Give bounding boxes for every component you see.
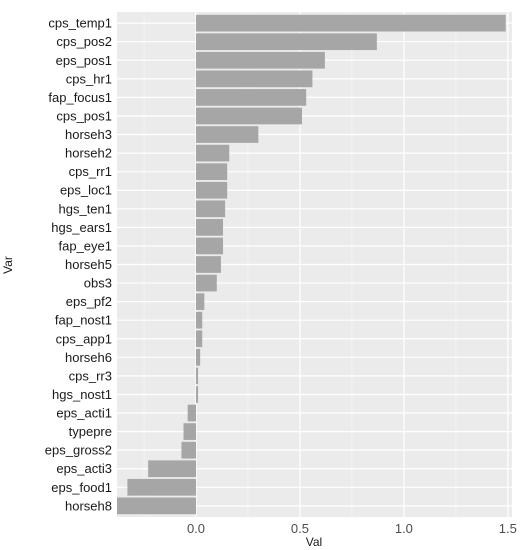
y-tick-label: horseh2 — [65, 146, 112, 161]
y-tick-label: typepre — [69, 424, 112, 439]
bar-eps-loc1 — [196, 181, 228, 199]
bar-hgs-ten1 — [196, 200, 226, 218]
y-tick-label: cps_pos2 — [56, 34, 112, 49]
x-tick-labels: 0.0 0.5 1.0 1.5 — [187, 521, 517, 536]
y-tick-label: fap_nost1 — [55, 313, 112, 328]
bar-fap-focus1 — [196, 89, 307, 106]
y-tick-label: horseh5 — [65, 257, 112, 272]
x-axis-title: Val — [306, 535, 322, 549]
y-tick-label: fap_focus1 — [48, 90, 112, 105]
bar-cps-hr1 — [196, 70, 313, 88]
bar-eps-acti3 — [148, 460, 196, 478]
y-tick-label: horseh6 — [65, 350, 112, 365]
bar-cps-rr1 — [196, 163, 228, 181]
bars — [117, 14, 506, 515]
bar-hgs-ears1 — [196, 219, 224, 236]
bar-cps-pos1 — [196, 107, 303, 125]
y-tick-label: cps_pos1 — [56, 108, 112, 123]
bar-horseh5 — [196, 256, 221, 273]
bar-cps-pos2 — [196, 33, 377, 51]
y-tick-label: cps_app1 — [56, 331, 112, 346]
y-tick-label: eps_acti3 — [56, 461, 112, 476]
y-tick-label: eps_gross2 — [45, 443, 112, 458]
y-tick-label: obs3 — [84, 276, 112, 291]
y-tick-label: cps_temp1 — [48, 16, 112, 31]
y-tick-label: cps_hr1 — [66, 71, 112, 86]
y-tick-label: hgs_ears1 — [51, 220, 112, 235]
x-tick-label: 1.5 — [499, 521, 517, 536]
bar-fap-eye1 — [196, 237, 224, 255]
y-tick-label: eps_pos1 — [56, 53, 112, 68]
x-tick-label: 0.0 — [187, 521, 205, 536]
bar-fap-nost1 — [196, 311, 203, 329]
y-tick-label: cps_rr3 — [69, 368, 112, 383]
y-tick-label: eps_acti1 — [56, 406, 112, 421]
y-tick-label: horseh8 — [65, 498, 112, 513]
bar-horseh8 — [117, 497, 196, 515]
bar-horseh6 — [196, 348, 201, 366]
y-tick-label: eps_loc1 — [60, 183, 112, 198]
y-axis-title: Var — [1, 256, 15, 274]
x-tick-label: 0.5 — [291, 521, 309, 536]
y-tick-label: eps_food1 — [51, 480, 112, 495]
y-tick-label: hgs_ten1 — [59, 201, 113, 216]
y-tick-label: fap_eye1 — [59, 238, 113, 253]
bar-cps-rr3 — [196, 367, 199, 385]
y-tick-label: cps_rr1 — [69, 164, 112, 179]
bar-eps-food1 — [127, 478, 196, 496]
bar-eps-pf2 — [196, 293, 205, 310]
y-tick-label: horseh3 — [65, 127, 112, 142]
bar-cps-app1 — [196, 330, 203, 348]
y-tick-label: eps_pf2 — [66, 294, 112, 309]
y-tick-label: hgs_nost1 — [52, 387, 112, 402]
y-tick-labels: cps_temp1 cps_pos2 eps_pos1 cps_hr1 fap_focu… — [45, 16, 112, 514]
bar-horseh2 — [196, 144, 230, 162]
bar-typepre — [183, 423, 196, 440]
x-tick-label: 1.0 — [395, 521, 413, 536]
bar-cps-temp1 — [196, 14, 506, 32]
bar-eps-gross2 — [181, 441, 196, 459]
bar-obs3 — [196, 274, 217, 292]
bar-eps-acti1 — [187, 404, 196, 422]
bar-eps-pos1 — [196, 51, 325, 69]
bar-horseh3 — [196, 126, 259, 143]
bar-hgs-nost1 — [196, 386, 199, 403]
